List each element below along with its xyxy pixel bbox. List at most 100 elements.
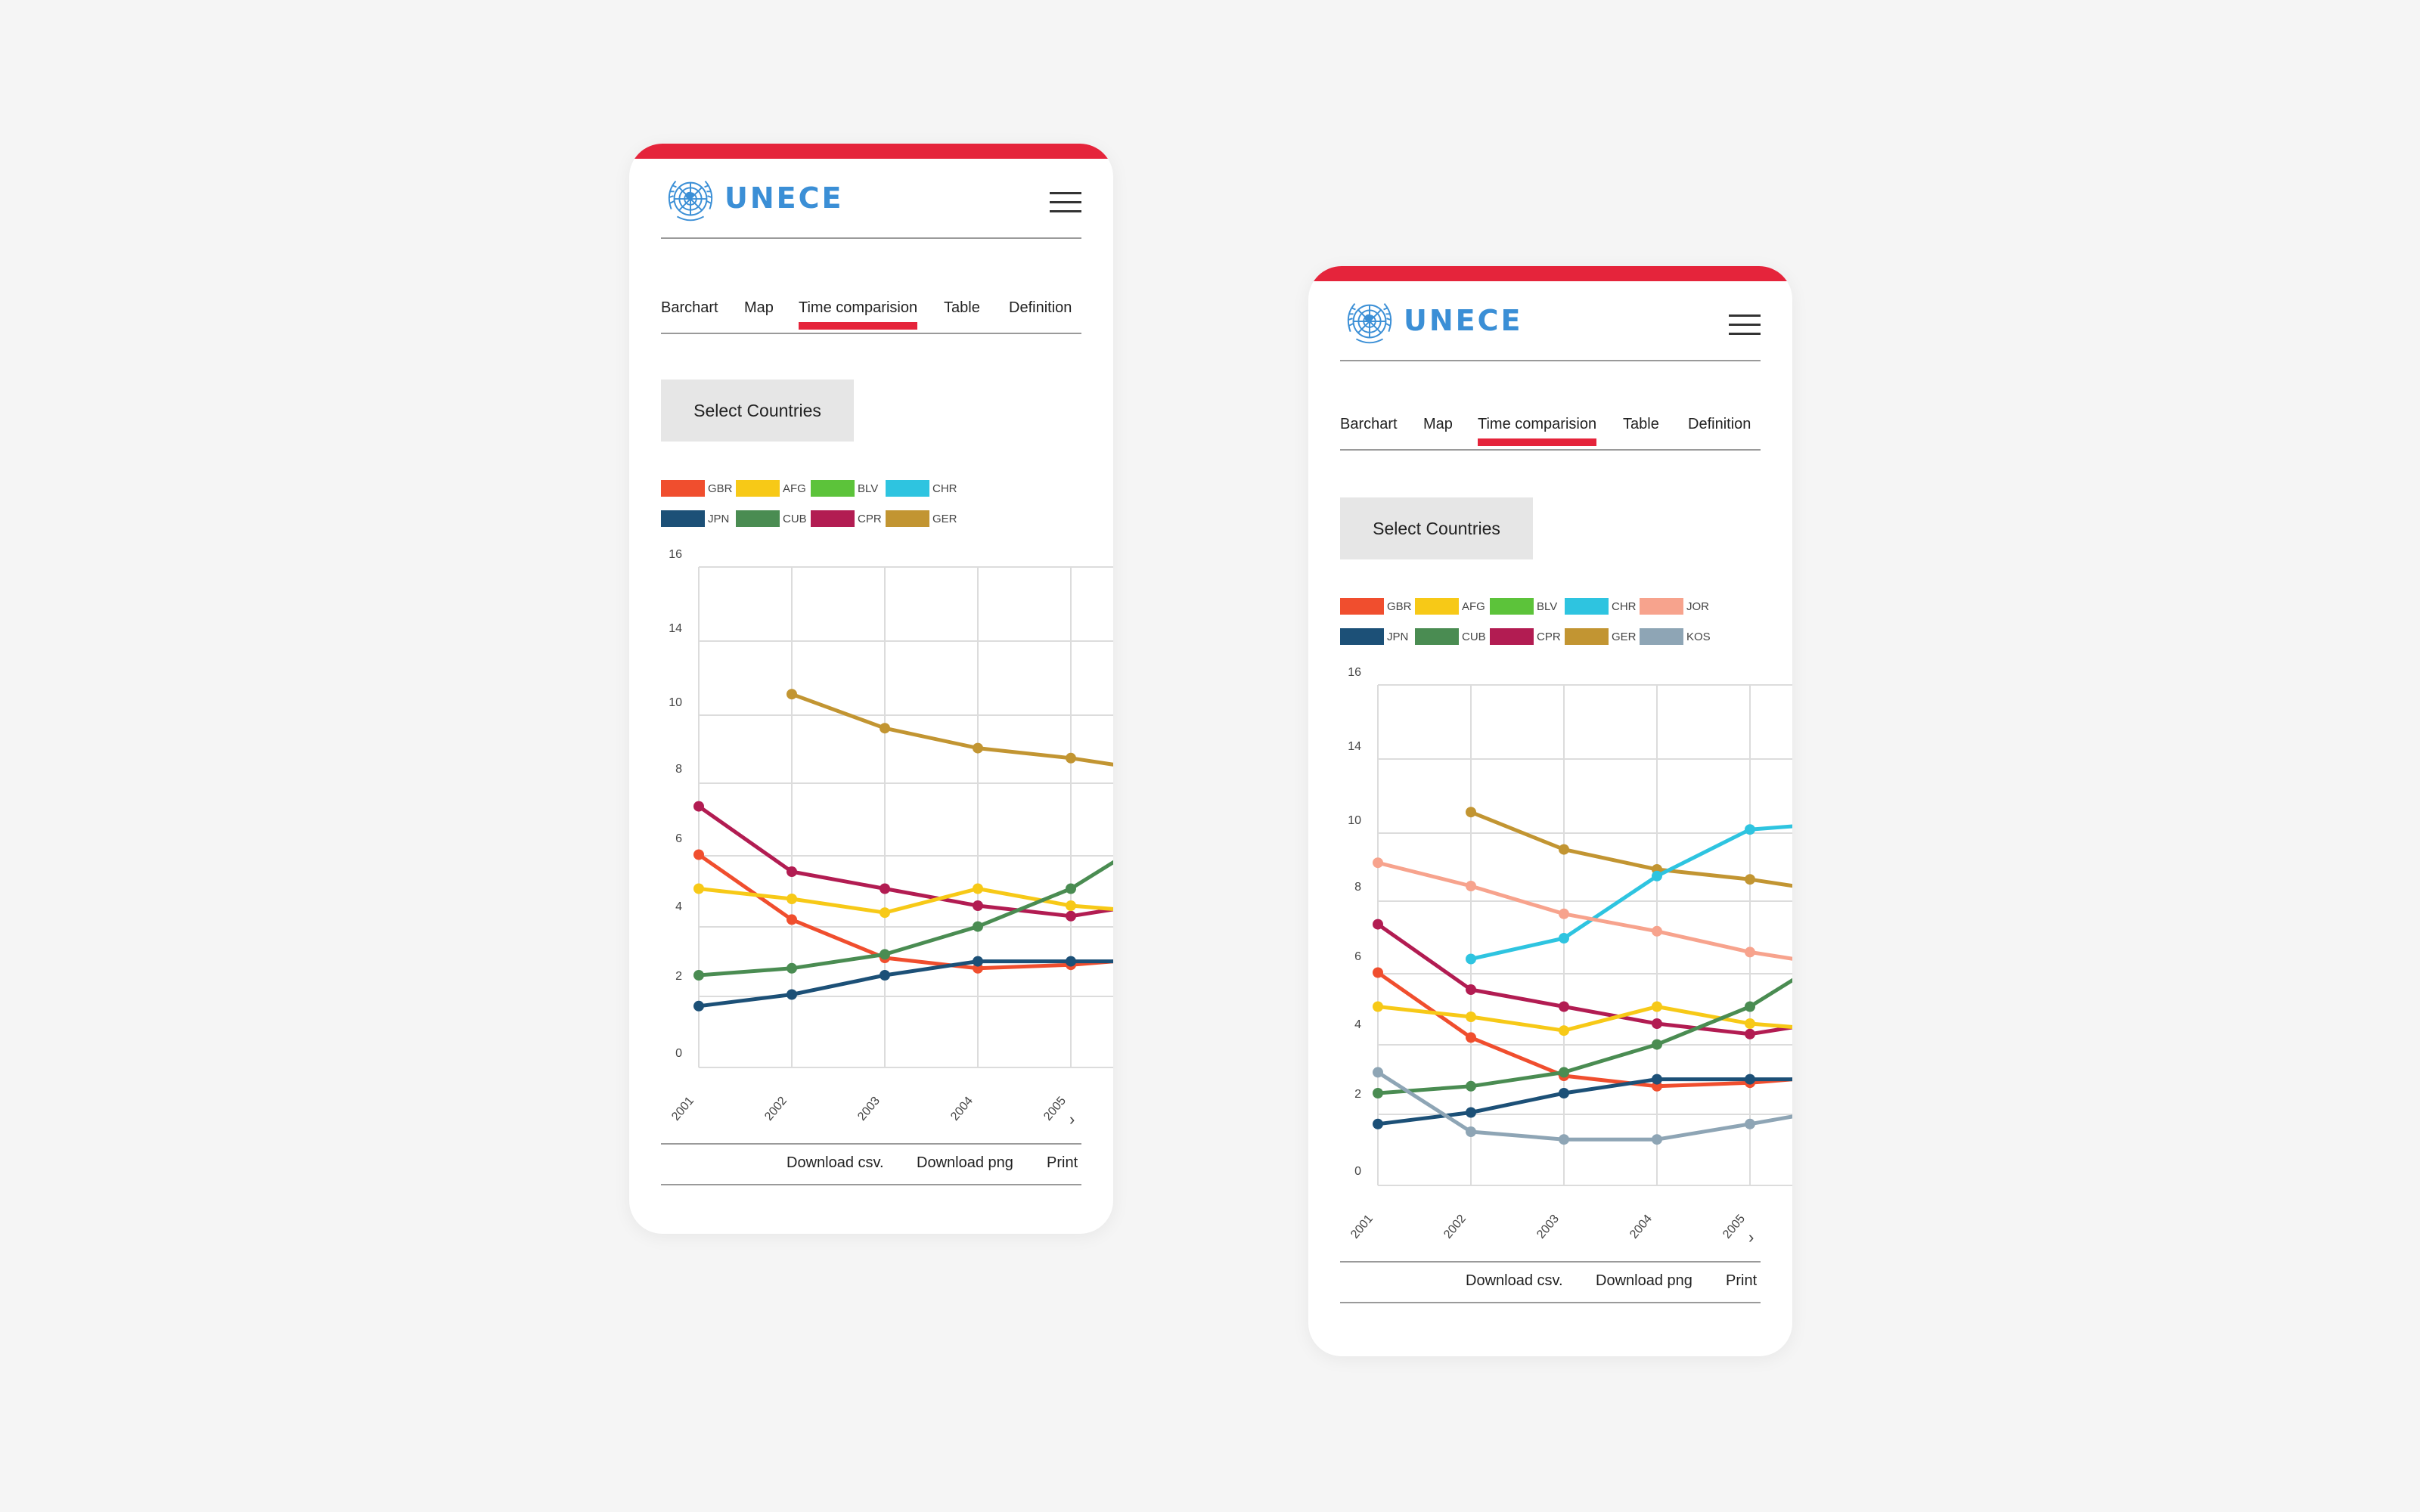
series-line: [698, 860, 1113, 978]
data-point: [1652, 1134, 1662, 1145]
series-line: [1377, 1077, 1792, 1126]
data-point: [786, 914, 797, 925]
download-csv-link[interactable]: Download csv.: [786, 1154, 884, 1171]
tab-map[interactable]: Map: [744, 299, 774, 316]
series-jor: [1373, 857, 1792, 961]
y-tick-label: 6: [675, 832, 682, 845]
data-point: [1373, 857, 1383, 869]
legend-label: AFG: [1462, 600, 1485, 613]
legend-swatch: [1340, 628, 1384, 645]
data-point: [1559, 908, 1569, 919]
series-line: [1377, 1005, 1792, 1033]
y-tick-label: 10: [669, 696, 682, 709]
tab-definition[interactable]: Definition: [1009, 299, 1072, 316]
tab-definition[interactable]: Definition: [1688, 416, 1751, 432]
data-point: [786, 689, 797, 700]
data-point: [1652, 870, 1662, 881]
tab-table[interactable]: Table: [944, 299, 980, 316]
series-line: [1470, 810, 1792, 888]
chevron-right-icon[interactable]: ›: [1748, 1228, 1754, 1247]
legend-label: BLV: [1537, 600, 1558, 613]
series-line: [698, 959, 1113, 1009]
tab-map[interactable]: Map: [1423, 416, 1453, 432]
y-tick-label: 4: [1354, 1018, 1361, 1031]
data-point: [1745, 1001, 1755, 1012]
hamburger-icon[interactable]: [1729, 314, 1761, 337]
tab-barchart[interactable]: Barchart: [1340, 416, 1398, 432]
data-point: [1466, 984, 1476, 995]
phone-screen-1: UNECE Barchart Map Time comparision Tabl…: [629, 144, 1113, 1234]
data-point: [1652, 925, 1662, 937]
series-ger: [1466, 807, 1792, 888]
data-point: [1373, 1067, 1383, 1078]
select-countries-button[interactable]: Select Countries: [661, 380, 854, 442]
select-countries-button[interactable]: Select Countries: [1340, 497, 1533, 559]
legend-swatch: [1340, 598, 1384, 615]
legend-swatch: [661, 480, 705, 497]
print-link[interactable]: Print: [1726, 1272, 1758, 1289]
data-point: [973, 956, 983, 967]
legend-item-gbr: GBR: [661, 479, 733, 497]
legend-item-gbr: GBR: [1340, 597, 1412, 615]
print-link[interactable]: Print: [1047, 1154, 1078, 1171]
data-point: [973, 900, 983, 911]
download-csv-link[interactable]: Download csv.: [1466, 1272, 1563, 1289]
tab-bar: Barchart Map Time comparision Table Defi…: [1340, 411, 1761, 451]
legend-swatch: [1490, 628, 1534, 645]
legend-item-cpr: CPR: [1490, 627, 1561, 646]
legend-item-blv: BLV: [1490, 597, 1557, 615]
brand-name: UNECE: [724, 181, 844, 215]
series-line: [697, 853, 1113, 971]
series-cpr: [693, 801, 1113, 922]
download-png-link[interactable]: Download png: [1596, 1272, 1692, 1289]
legend-swatch: [661, 510, 705, 527]
data-point: [1745, 824, 1755, 835]
tab-time-comparision[interactable]: Time comparision: [1478, 416, 1597, 446]
legend-swatch: [736, 510, 780, 527]
series-gbr: [693, 849, 1113, 974]
data-point: [880, 883, 890, 894]
x-tick-label: 2002: [762, 1095, 790, 1123]
time-comparison-chart: 0 2 4 6 8 10 14 16 2001 2002 2003 2004 2005: [669, 548, 1113, 1123]
tab-table[interactable]: Table: [1623, 416, 1659, 432]
x-tick-label: 2002: [1441, 1213, 1469, 1241]
legend-label: GBR: [708, 482, 733, 495]
data-point: [973, 742, 983, 754]
y-tick-label: 2: [675, 970, 682, 983]
series-jpn: [1373, 1074, 1792, 1129]
x-tick-label: 2005: [1041, 1095, 1069, 1123]
chart-footer: Download csv. Download png Print: [1340, 1261, 1761, 1303]
legend-label: CHR: [932, 482, 957, 495]
accent-bar: [1308, 266, 1792, 281]
x-tick-label: 2004: [948, 1095, 976, 1123]
legend-item-afg: AFG: [736, 479, 806, 497]
legend-item-jor: JOR: [1640, 597, 1709, 615]
data-point: [1466, 1032, 1476, 1043]
tab-time-comparision[interactable]: Time comparision: [799, 299, 918, 330]
chart-grid: [698, 566, 1113, 1068]
series-line: [791, 692, 1113, 767]
series-gbr: [1373, 967, 1792, 1092]
data-point: [693, 849, 704, 860]
legend-swatch: [886, 510, 929, 527]
data-point: [880, 949, 890, 960]
y-tick-label: 0: [1354, 1165, 1361, 1178]
data-point: [1745, 1074, 1755, 1085]
legend-swatch: [1640, 628, 1683, 645]
legend-item-cpr: CPR: [811, 510, 882, 528]
hamburger-icon[interactable]: [1050, 192, 1081, 215]
data-point: [1373, 1118, 1383, 1129]
data-point: [1066, 956, 1076, 967]
phone-screen-2: UNECE Barchart Map Time comparision Tabl…: [1308, 266, 1792, 1356]
series-line: [697, 804, 1113, 919]
legend-swatch: [886, 480, 929, 497]
tab-barchart[interactable]: Barchart: [661, 299, 718, 316]
y-tick-label: 10: [1348, 814, 1361, 827]
y-tick-label: 16: [669, 548, 682, 561]
legend-item-blv: BLV: [811, 479, 878, 497]
time-comparison-chart: 0 2 4 6 8 10 14 16 2001 2002 2003 2004 2005: [1348, 666, 1792, 1241]
download-png-link[interactable]: Download png: [917, 1154, 1013, 1171]
chevron-right-icon[interactable]: ›: [1069, 1110, 1075, 1129]
series-line: [1376, 1070, 1792, 1142]
data-point: [1466, 881, 1476, 891]
